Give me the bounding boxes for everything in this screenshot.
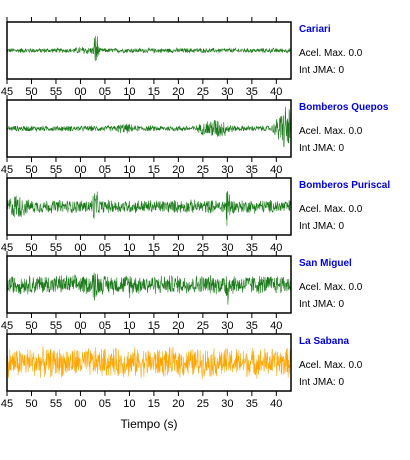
tick-label: 40	[270, 164, 282, 176]
tick-label: 05	[99, 164, 111, 176]
max-accel-text: Acel. Max. 0.0	[299, 282, 363, 293]
tick-label: 00	[74, 86, 86, 98]
waveform-trace	[6, 272, 292, 305]
tick-label: 50	[25, 242, 37, 254]
panel-frame	[6, 333, 292, 392]
tick-label: 50	[25, 164, 37, 176]
station-name: Cariari	[299, 24, 331, 35]
tick-label: 40	[270, 320, 282, 332]
tick-label: 55	[50, 320, 62, 332]
tick-label: 55	[50, 398, 62, 410]
tick-label: 45	[1, 242, 13, 254]
tick-label: 25	[197, 398, 209, 410]
tick-label: 00	[74, 320, 86, 332]
tick-label: 45	[1, 398, 13, 410]
tick-label: 40	[270, 242, 282, 254]
jma-intensity-text: Int JMA: 0	[299, 221, 344, 232]
panel-frame	[6, 99, 292, 158]
tick-label: 35	[246, 164, 258, 176]
tick-label: 55	[50, 164, 62, 176]
station-name: Bomberos Puriscal	[299, 180, 390, 191]
tick-label: 25	[197, 320, 209, 332]
tick-label: 30	[221, 320, 233, 332]
tick-label: 05	[99, 398, 111, 410]
waveform-trace	[6, 106, 292, 148]
tick-label: 20	[172, 320, 184, 332]
tick-label: 35	[246, 320, 258, 332]
tick-label: 30	[221, 242, 233, 254]
tick-label: 50	[25, 398, 37, 410]
tick-label: 25	[197, 242, 209, 254]
tick-label: 00	[74, 398, 86, 410]
tick-label: 05	[99, 242, 111, 254]
max-accel-text: Acel. Max. 0.0	[299, 204, 363, 215]
waveform-trace	[6, 36, 292, 61]
tick-label: 20	[172, 242, 184, 254]
tick-label: 50	[25, 320, 37, 332]
station-panel: 45 50 55 00 05 10 15 20 25 30 35 40 Bomberos Quepos A…	[1, 95, 389, 176]
tick-label: 45	[1, 86, 13, 98]
tick-label: 10	[123, 86, 135, 98]
panel-frame	[6, 177, 292, 236]
tick-label: 35	[246, 86, 258, 98]
tick-label: 30	[221, 398, 233, 410]
max-accel-text: Acel. Max. 0.0	[299, 360, 363, 371]
panel-frame	[6, 255, 292, 314]
x-axis-label: Tiempo (s)	[121, 417, 178, 431]
tick-label: 30	[221, 86, 233, 98]
max-accel-text: Acel. Max. 0.0	[299, 48, 363, 59]
tick-label: 25	[197, 164, 209, 176]
tick-label: 55	[50, 86, 62, 98]
station-panel: 45 50 55 00 05 10 15 20 25 30 35 40 Bomberos Purisca…	[1, 173, 390, 254]
tick-label: 15	[148, 320, 160, 332]
tick-label: 00	[74, 164, 86, 176]
tick-label: 40	[270, 86, 282, 98]
tick-label: 45	[1, 164, 13, 176]
tick-label: 35	[246, 398, 258, 410]
max-accel-text: Acel. Max. 0.0	[299, 126, 363, 137]
panel-frame	[6, 21, 292, 80]
jma-intensity-text: Int JMA: 0	[299, 65, 344, 76]
jma-intensity-text: Int JMA: 0	[299, 377, 344, 388]
jma-intensity-text: Int JMA: 0	[299, 143, 344, 154]
tick-label: 20	[172, 164, 184, 176]
tick-label: 50	[25, 86, 37, 98]
tick-label: 05	[99, 320, 111, 332]
tick-label: 20	[172, 86, 184, 98]
tick-label: 10	[123, 320, 135, 332]
station-name: Bomberos Quepos	[299, 102, 389, 113]
station-panel: 45 50 55 00 05 10 15 20 25 30 35 40 San Miguel Acel. …	[1, 251, 363, 332]
tick-label: 10	[123, 164, 135, 176]
tick-label: 35	[246, 242, 258, 254]
tick-label: 15	[148, 86, 160, 98]
station-panel: 45 50 55 00 05 10 15 20 25 30 35 40 Cariari Acel. Max…	[1, 17, 363, 98]
tick-label: 15	[148, 242, 160, 254]
tick-label: 25	[197, 86, 209, 98]
station-name: San Miguel	[299, 258, 352, 269]
tick-label: 10	[123, 398, 135, 410]
tick-label: 40	[270, 398, 282, 410]
tick-label: 10	[123, 242, 135, 254]
tick-label: 20	[172, 398, 184, 410]
tick-label: 30	[221, 164, 233, 176]
tick-label: 15	[148, 398, 160, 410]
tick-label: 15	[148, 164, 160, 176]
tick-label: 55	[50, 242, 62, 254]
station-panel: 45 50 55 00 05 10 15 20 25 30 35 40 La Sabana Acel. M…	[1, 329, 363, 410]
tick-label: 05	[99, 86, 111, 98]
tick-label: 45	[1, 320, 13, 332]
waveform-trace	[6, 191, 292, 226]
jma-intensity-text: Int JMA: 0	[299, 299, 344, 310]
waveform-trace	[6, 346, 292, 379]
tick-label: 00	[74, 242, 86, 254]
station-name: La Sabana	[299, 336, 349, 347]
